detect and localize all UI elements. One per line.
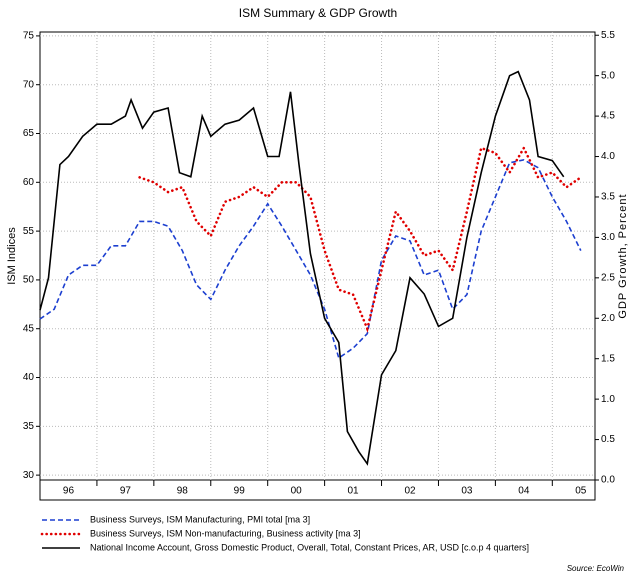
- y-tick-label: 60: [23, 177, 35, 188]
- y-tick-label: 45: [23, 323, 35, 334]
- y-tick-label: 70: [23, 79, 35, 90]
- y2-tick-label: 2.5: [601, 272, 615, 283]
- x-tick-label: 03: [461, 486, 473, 497]
- y2-tick-label: 1.0: [601, 394, 615, 405]
- legend-label: National Income Account, Gross Domestic …: [90, 542, 529, 552]
- source: Source: EcoWin: [567, 564, 625, 573]
- y-tick-label: 75: [23, 31, 35, 42]
- y2-tick-label: 0.5: [601, 434, 615, 445]
- y-axis-label: ISM Indices: [6, 227, 18, 285]
- x-tick-label: 99: [234, 486, 246, 497]
- y2-tick-label: 5.0: [601, 70, 615, 81]
- y-tick-label: 65: [23, 128, 35, 139]
- x-tick-label: 00: [291, 486, 303, 497]
- x-tick-label: 97: [120, 486, 132, 497]
- chart-title: ISM Summary & GDP Growth: [239, 6, 397, 20]
- x-tick-label: 98: [177, 486, 189, 497]
- y2-tick-label: 2.0: [601, 313, 615, 324]
- y2-tick-label: 3.5: [601, 192, 615, 203]
- y2-tick-label: 3.0: [601, 232, 615, 243]
- y2-axis-label: GDP Growth, Percent: [617, 193, 629, 318]
- x-tick-label: 05: [575, 486, 587, 497]
- y-tick-label: 30: [23, 470, 35, 481]
- x-tick-label: 96: [63, 486, 75, 497]
- legend-label: Business Surveys, ISM Non-manufacturing,…: [90, 528, 361, 538]
- x-tick-label: 04: [518, 486, 530, 497]
- y2-tick-label: 4.0: [601, 151, 615, 162]
- series-line: [39, 70, 565, 466]
- legend-label: Business Surveys, ISM Manufacturing, PMI…: [90, 514, 310, 524]
- y2-tick-label: 4.5: [601, 111, 615, 122]
- y-tick-label: 55: [23, 226, 35, 237]
- x-tick-label: 02: [404, 486, 416, 497]
- plot-frame: [39, 31, 596, 501]
- y2-tick-label: 5.5: [601, 30, 615, 41]
- series-line: [39, 159, 582, 360]
- series-line: [138, 145, 583, 333]
- y2-tick-label: 1.5: [601, 353, 615, 364]
- y-tick-label: 50: [23, 275, 35, 286]
- y2-tick-label: 0.0: [601, 475, 615, 486]
- y-tick-label: 40: [23, 372, 35, 383]
- y-tick-label: 35: [23, 421, 35, 432]
- x-tick-label: 01: [348, 486, 360, 497]
